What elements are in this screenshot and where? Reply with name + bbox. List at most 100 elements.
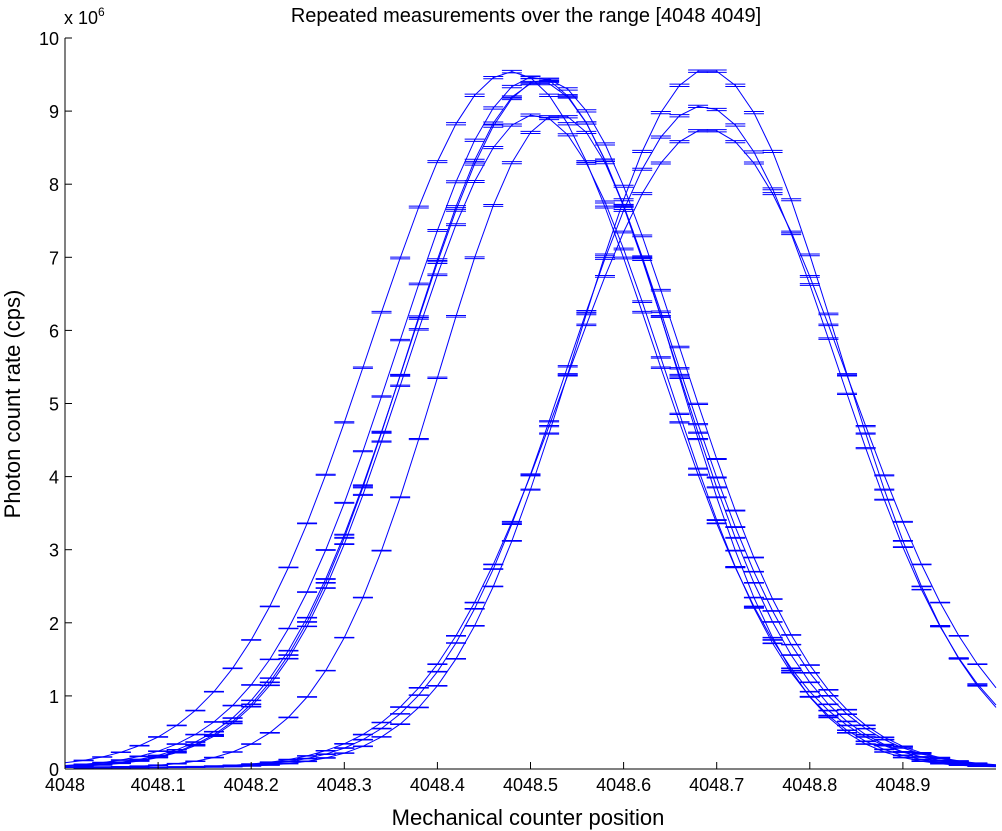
series-line: [64, 71, 997, 766]
error-bar: [278, 760, 299, 763]
error-bar: [446, 223, 467, 227]
error-bar: [352, 486, 373, 489]
error-bar: [148, 736, 169, 738]
error-bar: [799, 681, 820, 684]
error-bar: [464, 93, 485, 97]
error-bar: [203, 735, 224, 737]
error-bar: [874, 751, 895, 753]
error-bar: [892, 750, 913, 753]
error-bar: [390, 496, 411, 499]
error-bar: [594, 253, 615, 257]
y-tick-label: 2: [49, 614, 59, 634]
error-bar: [427, 160, 448, 164]
error-bar: [371, 310, 392, 314]
error-bar: [855, 733, 876, 736]
error-bar: [874, 498, 895, 501]
error-bar: [837, 731, 858, 734]
error-bar: [762, 598, 783, 600]
error-bar: [278, 649, 299, 652]
error-bar: [818, 337, 839, 340]
error-bar: [371, 431, 392, 434]
error-bar: [259, 761, 280, 763]
error-bar: [408, 282, 429, 286]
error-bar: [483, 563, 504, 566]
error-bar: [706, 486, 727, 489]
error-bar: [688, 437, 709, 441]
error-bar: [837, 708, 858, 711]
error-bar: [352, 366, 373, 369]
error-bar: [501, 84, 522, 89]
error-bar: [799, 696, 820, 698]
error-bar: [725, 509, 746, 512]
error-bar: [706, 457, 727, 461]
error-bar: [520, 113, 541, 117]
error-bar: [539, 420, 560, 423]
error-bar: [874, 736, 895, 739]
error-bar: [632, 256, 653, 260]
error-bar: [501, 69, 522, 74]
error-bar: [315, 473, 336, 476]
error-bar: [781, 643, 802, 646]
error-bar: [743, 596, 764, 599]
error-bar: [706, 129, 727, 133]
error-bar: [669, 412, 690, 415]
error-bar: [762, 642, 783, 645]
series-7: [65, 69, 997, 769]
error-bar: [185, 743, 206, 746]
error-bar: [166, 743, 187, 745]
error-bar: [669, 345, 690, 349]
error-bar: [669, 83, 690, 87]
error-bar: [948, 657, 969, 659]
error-bar: [967, 683, 988, 685]
error-bar: [390, 723, 411, 725]
error-bar: [688, 402, 709, 406]
error-bar: [241, 684, 262, 686]
error-bar: [110, 766, 131, 769]
error-bar: [725, 123, 746, 127]
series-1: [64, 69, 997, 766]
error-bar: [259, 684, 280, 687]
error-bar: [446, 315, 467, 318]
error-bar: [185, 733, 206, 736]
error-bar: [352, 450, 373, 453]
error-bar: [557, 365, 578, 368]
error-bar: [557, 115, 578, 119]
error-bar: [632, 300, 653, 303]
error-bar: [241, 639, 262, 641]
error-bar: [855, 432, 876, 435]
error-bar: [73, 765, 94, 767]
error-bar: [632, 310, 653, 314]
error-bar: [855, 425, 876, 428]
error-bar: [762, 610, 783, 612]
error-bar: [539, 93, 560, 97]
y-axis-label: Photon count rate (cps): [0, 290, 25, 519]
error-bar: [203, 690, 224, 693]
error-bar: [92, 756, 113, 758]
error-bar: [874, 738, 895, 741]
error-bar: [464, 179, 485, 183]
error-bar: [818, 689, 839, 691]
x-tick-label: 4048: [45, 775, 85, 795]
x-tick-label: 4048.8: [782, 775, 837, 795]
error-bar: [930, 762, 951, 765]
error-bar: [706, 522, 727, 525]
error-bar: [874, 488, 895, 491]
error-bar: [781, 667, 802, 670]
x-tick-label: 4048.4: [410, 775, 465, 795]
error-bar: [315, 578, 336, 580]
error-bar: [930, 756, 951, 759]
error-bar: [781, 230, 802, 234]
error-bar: [334, 543, 355, 545]
error-bar: [446, 658, 467, 660]
error-bar: [892, 546, 913, 549]
series-5: [64, 113, 997, 768]
y-tick-label: 6: [49, 321, 59, 341]
error-bar: [427, 670, 448, 673]
chart-title: Repeated measurements over the range [40…: [291, 5, 761, 27]
y-tick-label: 1: [49, 687, 59, 707]
error-bar: [278, 758, 299, 761]
error-bar: [576, 310, 597, 313]
error-bar: [688, 467, 709, 470]
error-bar: [297, 621, 318, 623]
error-bar: [613, 230, 634, 234]
